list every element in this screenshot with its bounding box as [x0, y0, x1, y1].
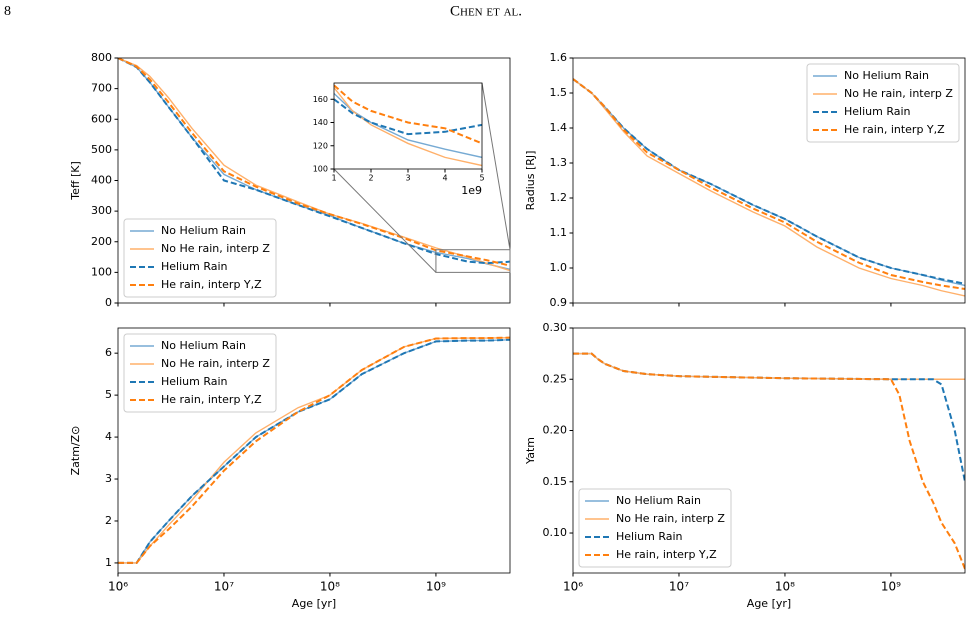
y-tick-label: 1 — [105, 556, 112, 569]
x-tick-label: 10⁶ — [108, 580, 128, 594]
x-tick-label: 10⁸ — [320, 580, 340, 594]
axes-frame — [117, 57, 511, 304]
series-line — [573, 352, 965, 380]
legend-label: Helium Rain — [616, 530, 683, 543]
zoom-box — [435, 249, 511, 273]
y-tick-label: 0.10 — [543, 526, 568, 539]
series-line — [334, 87, 482, 167]
legend-label: No Helium Rain — [161, 339, 246, 352]
y-tick-label: 2 — [105, 514, 112, 527]
y-tick-label: 300 — [91, 204, 112, 217]
y-axis-label: Yatm — [524, 437, 537, 465]
legend-label: No He rain, interp Z — [161, 242, 270, 255]
y-tick-label: 1.1 — [550, 226, 568, 239]
axes-frame — [117, 327, 511, 574]
y-tick-label: 100 — [313, 165, 328, 174]
y-axis-label: Radius [RJ] — [524, 151, 537, 211]
legend-box — [578, 488, 732, 568]
legend-label: No Helium Rain — [161, 224, 246, 237]
y-tick-label: 500 — [91, 143, 112, 156]
y-tick-label: 140 — [313, 118, 328, 127]
x-tick-label: 2 — [368, 174, 373, 183]
y-tick-label: 0.9 — [550, 296, 568, 309]
y-tick-label: 4 — [105, 430, 112, 443]
y-tick-label: 0.25 — [543, 372, 568, 385]
zoom-connector — [481, 82, 511, 250]
y-tick-label: 6 — [105, 346, 112, 359]
series-line — [118, 336, 510, 564]
x-offset-label: 1e9 — [461, 184, 482, 197]
y-tick-label: 1.0 — [550, 261, 568, 274]
legend-box — [806, 63, 960, 143]
series-line — [118, 58, 510, 270]
y-tick-label: 160 — [313, 95, 328, 104]
x-tick-label: 4 — [442, 174, 447, 183]
legend-label: No He rain, interp Z — [844, 87, 953, 100]
x-axis-label: Age [yr] — [747, 597, 791, 610]
y-tick-label: 1.4 — [550, 121, 568, 134]
legend-box — [123, 333, 277, 413]
series-line — [118, 58, 510, 265]
y-tick-label: 1.3 — [550, 156, 568, 169]
y-tick-label: 1.2 — [550, 191, 568, 204]
y-tick-label: 3 — [105, 472, 112, 485]
y-tick-label: 200 — [91, 235, 112, 248]
legend-label: He rain, interp Y,Z — [616, 548, 717, 561]
inset-bg — [334, 83, 482, 169]
x-tick-label: 10⁷ — [214, 580, 234, 594]
y-tick-label: 1.5 — [550, 86, 568, 99]
legend-label: No Helium Rain — [844, 69, 929, 82]
x-tick-label: 10⁸ — [775, 580, 795, 594]
series-line — [334, 84, 482, 145]
legend-label: Helium Rain — [844, 105, 911, 118]
y-tick-label: 1.6 — [550, 51, 568, 64]
y-tick-label: 0.15 — [543, 475, 568, 488]
legend-label: He rain, interp Y,Z — [161, 393, 262, 406]
series-line — [573, 78, 965, 285]
x-tick-label: 1 — [331, 174, 336, 183]
y-axis-label: Zatm/Z⊙ — [69, 426, 82, 476]
y-tick-label: 800 — [91, 51, 112, 64]
y-tick-label: 100 — [91, 265, 112, 278]
legend-label: He rain, interp Y,Z — [161, 278, 262, 291]
series-line — [118, 338, 510, 564]
legend-label: Helium Rain — [161, 375, 228, 388]
x-tick-label: 10⁷ — [669, 580, 689, 594]
legend-label: No He rain, interp Z — [161, 357, 270, 370]
series-line — [573, 78, 965, 290]
series-line — [573, 352, 965, 380]
x-tick-label: 10⁹ — [426, 580, 446, 594]
legend-label: No Helium Rain — [616, 494, 701, 507]
y-tick-label: 700 — [91, 82, 112, 95]
y-tick-label: 0 — [105, 296, 112, 309]
series-line — [573, 352, 965, 570]
legend-label: Helium Rain — [161, 260, 228, 273]
x-tick-label: 3 — [405, 174, 410, 183]
zoom-connector — [333, 168, 437, 273]
y-tick-label: 400 — [91, 174, 112, 187]
y-tick-label: 5 — [105, 388, 112, 401]
y-tick-label: 0.30 — [543, 321, 568, 334]
y-tick-label: 600 — [91, 112, 112, 125]
series-line — [118, 58, 510, 267]
x-tick-label: 10⁶ — [563, 580, 583, 594]
x-tick-label: 5 — [479, 174, 484, 183]
y-axis-label: Teff [K] — [69, 161, 82, 201]
series-line — [573, 78, 965, 297]
legend-box — [123, 218, 277, 298]
page-number: 8 — [4, 4, 11, 19]
axes-frame — [572, 57, 966, 304]
y-tick-label: 120 — [313, 141, 328, 150]
axes-frame — [572, 327, 966, 574]
x-tick-label: 10⁹ — [881, 580, 901, 594]
legend-label: No He rain, interp Z — [616, 512, 725, 525]
legend-label: He rain, interp Y,Z — [844, 123, 945, 136]
running-head: Chen et al. — [450, 3, 522, 19]
axes-frame — [333, 82, 483, 170]
x-axis-label: Age [yr] — [292, 597, 336, 610]
y-tick-label: 0.20 — [543, 424, 568, 437]
